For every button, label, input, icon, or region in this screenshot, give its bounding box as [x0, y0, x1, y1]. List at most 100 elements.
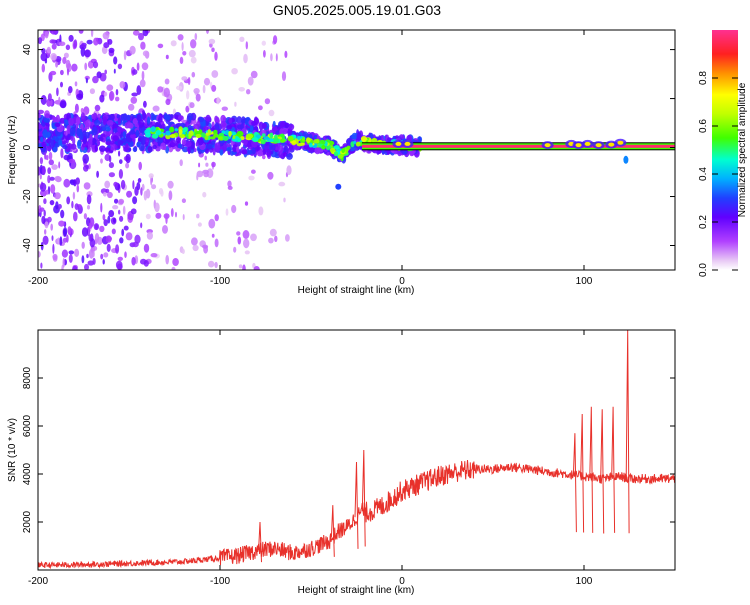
noise-blob — [73, 39, 78, 49]
ridge-bulge-core — [404, 141, 411, 146]
noise-blob — [188, 49, 196, 58]
noise-blob — [44, 152, 47, 160]
noise-blob — [38, 37, 42, 45]
ridge-blob — [44, 113, 50, 119]
noise-blob — [196, 174, 199, 181]
ridge-blob — [52, 116, 58, 122]
noise-blob — [103, 252, 109, 258]
noise-blob — [42, 235, 49, 245]
noise-blob — [83, 182, 91, 190]
snr-series-line — [38, 459, 675, 569]
ridge-blob — [91, 113, 95, 119]
ridge-blob — [136, 142, 141, 148]
noise-blob — [66, 67, 70, 76]
noise-blob — [40, 241, 44, 251]
noise-blob — [50, 184, 56, 194]
noise-blob — [74, 203, 79, 211]
ridge-blob — [106, 120, 114, 126]
noise-blob — [140, 41, 146, 50]
ridge-core — [353, 140, 357, 144]
noise-blob — [38, 109, 44, 114]
noise-blob — [205, 162, 209, 167]
ridge-core — [341, 148, 346, 154]
ridge-bulge-core — [584, 141, 591, 146]
colorbar-ticks: 0.0 0.2 0.4 0.6 0.8 — [698, 71, 738, 277]
ridge-blob — [226, 124, 233, 130]
noise-blob — [104, 180, 111, 189]
noise-blob — [151, 184, 157, 190]
noise-blob — [125, 162, 130, 169]
noise-blob — [49, 176, 55, 181]
ridge-blob — [197, 137, 204, 146]
ridge-core — [155, 130, 162, 136]
noise-blob — [115, 89, 119, 96]
noise-blob — [59, 34, 62, 44]
noise-blob — [71, 63, 78, 72]
noise-blob — [57, 237, 60, 245]
noise-blob — [118, 198, 125, 205]
noise-blob — [208, 218, 216, 229]
noise-blob — [269, 228, 277, 237]
noise-blob — [243, 53, 248, 64]
noise-blob — [75, 177, 80, 185]
noise-blob — [44, 229, 47, 235]
noise-blob — [202, 191, 207, 198]
ridge-blob — [54, 122, 61, 128]
ridge-blob — [38, 124, 43, 130]
noise-blob — [246, 89, 251, 95]
noise-blob — [117, 256, 124, 261]
noise-blob — [204, 155, 207, 161]
noise-blob — [88, 222, 93, 229]
snr-frame — [37, 329, 676, 571]
noise-blob — [231, 68, 238, 75]
ridge-core — [272, 137, 279, 144]
ridge-core — [309, 143, 313, 148]
ridge-core — [346, 145, 351, 150]
noise-blob — [38, 251, 41, 258]
ridge-blob — [110, 140, 115, 145]
noise-blob — [83, 165, 89, 172]
noise-blob — [39, 157, 44, 165]
ridge-blob — [314, 146, 321, 155]
carrier-core — [362, 144, 675, 148]
noise-blob — [118, 209, 121, 215]
spectrogram-y-tick-label: 40 — [22, 44, 33, 56]
noise-blob — [84, 62, 88, 71]
ridge-core — [236, 130, 244, 137]
noise-blob — [157, 86, 164, 93]
snr-y-tick-label: 2000 — [22, 510, 33, 533]
noise-blob — [49, 200, 55, 206]
ridge-blob — [232, 144, 238, 153]
noise-blob — [170, 208, 174, 217]
noise-blob — [211, 47, 215, 53]
noise-blob — [131, 256, 136, 266]
figure-title: GN05.2025.005.19.01.G03 — [273, 2, 441, 18]
noise-blob — [261, 40, 266, 46]
snr-spike — [611, 406, 616, 533]
noise-blob — [275, 53, 278, 62]
noise-blob — [92, 61, 99, 69]
noise-blob — [211, 84, 217, 92]
noise-blob — [109, 90, 115, 101]
ridge-core — [174, 128, 179, 132]
noise-blob — [45, 155, 49, 161]
ridge-blob — [160, 142, 166, 150]
noise-blob — [165, 98, 171, 106]
snr-spike — [589, 406, 594, 533]
noise-blob — [216, 96, 220, 105]
ridge-blob — [76, 127, 81, 137]
noise-blob — [190, 56, 197, 64]
noise-blob — [112, 218, 116, 223]
noise-blob — [134, 186, 139, 196]
spectrogram-x-tick-label: -100 — [210, 276, 230, 287]
noise-blob — [51, 43, 57, 50]
noise-blob — [103, 219, 108, 227]
noise-blob — [121, 228, 125, 237]
noise-blob — [211, 161, 216, 168]
ridge-blob — [42, 129, 48, 139]
noise-blob — [185, 105, 190, 113]
noise-blob — [113, 181, 118, 187]
noise-blob — [54, 175, 62, 182]
noise-blob — [113, 56, 118, 65]
colorbar-gradient — [712, 30, 738, 270]
